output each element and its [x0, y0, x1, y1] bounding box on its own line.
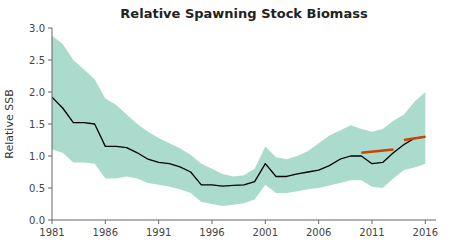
y-tick — [48, 124, 52, 125]
x-axis-line — [52, 220, 436, 221]
x-tick — [372, 220, 373, 224]
y-axis: 0.0 0.5 1.0 1.5 2.0 2.5 3.0 — [29, 23, 52, 226]
x-tick — [265, 220, 266, 224]
uncertainty-band — [52, 36, 425, 206]
y-axis-line — [52, 28, 53, 220]
x-tick-label: 1991 — [146, 227, 171, 238]
x-tick — [52, 220, 53, 224]
mean-line — [52, 97, 425, 186]
y-tick-label: 0.0 — [29, 215, 45, 226]
chart: Relative Spawning Stock Biomass Relative … — [0, 0, 450, 250]
y-tick-label: 1.5 — [29, 119, 45, 130]
x-tick-label: 1981 — [39, 227, 64, 238]
y-tick — [48, 220, 52, 221]
y-tick-label: 2.0 — [29, 87, 45, 98]
y-tick — [48, 28, 52, 29]
x-tick-label: 2006 — [306, 227, 331, 238]
x-tick-label: 2016 — [413, 227, 438, 238]
x-tick — [425, 220, 426, 224]
y-tick — [48, 60, 52, 61]
x-tick — [212, 220, 213, 224]
y-tick — [48, 156, 52, 157]
trend-segment — [404, 137, 425, 140]
x-axis: 1981 1986 1991 1996 2001 2006 2011 2016 — [39, 220, 438, 238]
x-tick-label: 2001 — [253, 227, 278, 238]
plot-area — [52, 36, 425, 206]
y-tick — [48, 188, 52, 189]
title: Relative Spawning Stock Biomass — [120, 6, 368, 21]
y-tick — [48, 92, 52, 93]
trend-segment — [361, 150, 393, 153]
x-tick — [105, 220, 106, 224]
x-tick-label: 1986 — [93, 227, 118, 238]
x-tick-label: 2011 — [359, 227, 384, 238]
y-tick-label: 1.0 — [29, 151, 45, 162]
x-tick — [318, 220, 319, 224]
x-tick — [158, 220, 159, 224]
y-tick-label: 2.5 — [29, 55, 45, 66]
y-axis-label: Relative SSB — [3, 89, 16, 158]
y-tick-label: 0.5 — [29, 183, 45, 194]
y-tick-label: 3.0 — [29, 23, 45, 34]
x-tick-label: 1996 — [199, 227, 224, 238]
